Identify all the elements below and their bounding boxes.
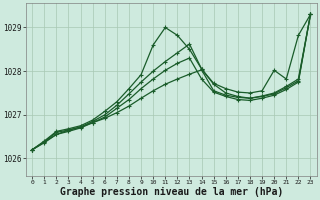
X-axis label: Graphe pression niveau de la mer (hPa): Graphe pression niveau de la mer (hPa) xyxy=(60,186,283,197)
